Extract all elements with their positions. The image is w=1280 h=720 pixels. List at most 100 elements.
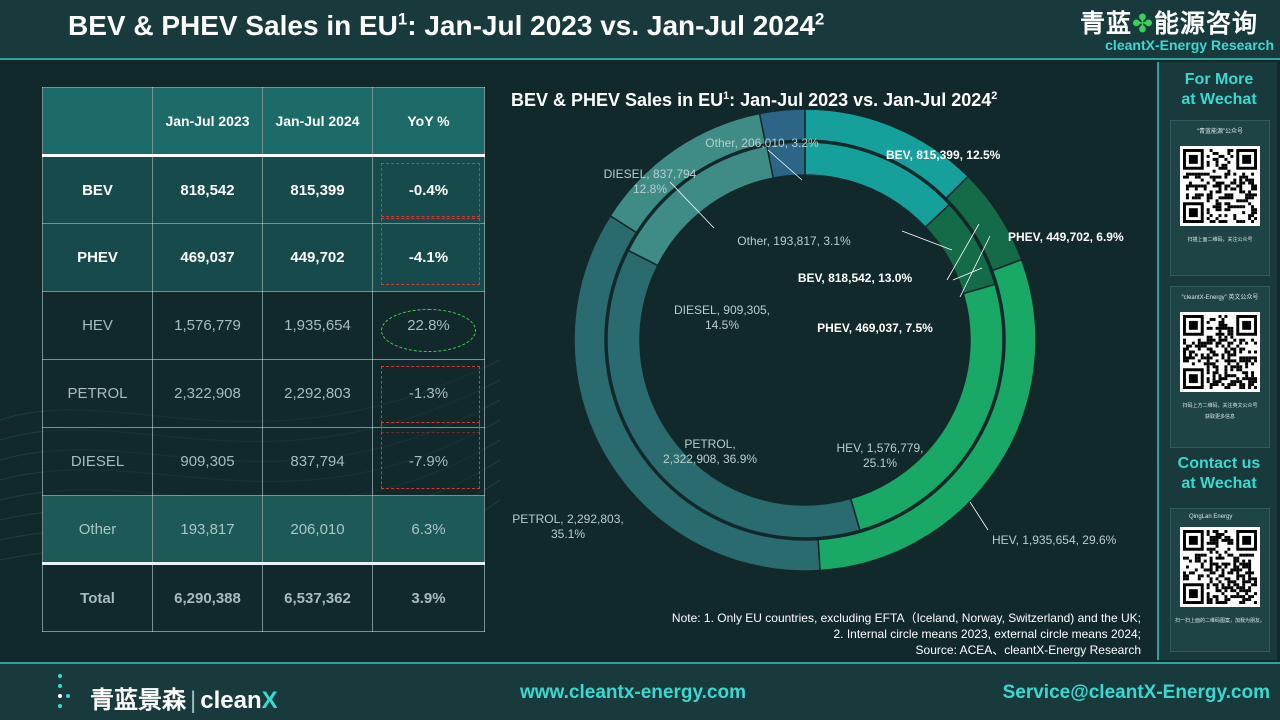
- logo-dots-icon: [58, 674, 70, 708]
- data-label-2024-petrol: PETROL, 2,292,803, 35.1%: [512, 512, 623, 541]
- data-label-2023-bev: BEV, 818,542, 13.0%: [798, 271, 913, 285]
- cell-2023: 1,576,779: [152, 291, 263, 360]
- cell-2024: 2,292,803: [262, 359, 373, 428]
- cell-2023: 6,290,388: [152, 563, 263, 632]
- row-label: BEV: [42, 155, 153, 224]
- footer-logo: 青蓝景森 | cleanX: [90, 687, 278, 714]
- qr-caption: “cleantX-Energy” 英文公众号: [1181, 295, 1259, 301]
- row-label: Other: [42, 495, 153, 564]
- cell-2023: 818,542: [152, 155, 263, 224]
- table-header-cell: Jan-Jul 2023: [152, 87, 263, 156]
- brand-logo-cn: 青蓝✤能源咨询: [1080, 10, 1258, 38]
- cell-2024: 449,702: [262, 223, 373, 292]
- dashed-red-box: [381, 422, 480, 489]
- note-line: Note: 1. Only EU countries, excluding EF…: [671, 611, 1141, 625]
- table-row-total: Total 6,290,388 6,537,362 3.9%: [42, 563, 485, 632]
- data-label-2023-phev: PHEV, 469,037, 7.5%: [817, 321, 933, 335]
- table-row: PETROL 2,322,908 2,292,803 -1.3%: [42, 359, 485, 433]
- qr-subcaption-2: 获取更多信息: [1204, 414, 1235, 420]
- qr-subcaption: 扫描上面二维码，关注公众号: [1187, 237, 1253, 243]
- qr-caption: QingLan Energy: [1189, 514, 1233, 520]
- dashed-red-box: [381, 163, 480, 217]
- row-label: Total: [42, 563, 153, 632]
- header-bar: BEV & PHEV Sales in EU1: Jan-Jul 2023 vs…: [0, 0, 1280, 58]
- row-label: DIESEL: [42, 427, 153, 496]
- leader-line: [669, 181, 715, 229]
- cell-yoy: -7.9%: [372, 422, 485, 496]
- note-line: Source: ACEA、cleantX-Energy Research: [915, 643, 1141, 657]
- data-label-2024-bev: BEV, 815,399, 12.5%: [886, 148, 1001, 162]
- table-header-row: Jan-Jul 2023 Jan-Jul 2024 YoY %: [42, 87, 485, 156]
- cell-2023: 909,305: [152, 427, 263, 496]
- footer-bar: 青蓝景森 | cleanX www.cleantx-energy.com Servi…: [0, 662, 1280, 720]
- donut-slice-2023-other: [766, 141, 806, 179]
- chart-title: BEV & PHEV Sales in EU1: Jan-Jul 2023 vs…: [511, 90, 998, 110]
- leader-line: [901, 230, 953, 251]
- table-header-cell: YoY %: [372, 87, 485, 156]
- cell-yoy: -0.4%: [372, 155, 485, 224]
- cell-2023: 2,322,908: [152, 359, 263, 428]
- data-label-2023-petrol: PETROL, 2,322,908, 36.9%: [663, 437, 757, 466]
- leader-line: [959, 235, 991, 298]
- cell-2023: 193,817: [152, 495, 263, 564]
- cell-2024: 837,794: [262, 427, 373, 496]
- website-link[interactable]: www.cleantx-energy.com: [520, 682, 746, 703]
- cell-yoy: 3.9%: [372, 563, 485, 632]
- qr-card-cn: “青蓝能源”公众号 扫描上面二维码，关注公众号: [1170, 120, 1270, 276]
- leader-line: [969, 501, 989, 531]
- qr-subcaption: 扫一扫上面的二维码图案，加我为朋友。: [1174, 618, 1265, 624]
- table-header-cell: [42, 87, 153, 156]
- dashed-green-ellipse: [381, 309, 476, 352]
- table-row: HEV 1,576,779 1,935,654 22.8%: [42, 291, 485, 360]
- table-row: Other 193,817 206,010 6.3%: [42, 495, 485, 564]
- leader-line: [767, 149, 803, 181]
- qr-code-icon[interactable]: [1180, 146, 1260, 226]
- yoy-value: -7.9%: [408, 453, 449, 470]
- qr-card-en: “cleantX-Energy” 英文公众号 扫码上方二维码，关注英文公众号 获…: [1170, 286, 1270, 448]
- cell-2024: 1,935,654: [262, 291, 373, 360]
- qr-card-contact: QingLan Energy 扫一扫上面的二维码图案，加我为朋友。: [1170, 508, 1270, 652]
- table-row: DIESEL 909,305 837,794 -7.9%: [42, 422, 485, 496]
- cell-2024: 6,537,362: [262, 563, 373, 632]
- row-label: PETROL: [42, 359, 153, 428]
- sales-table: Jan-Jul 2023 Jan-Jul 2024 YoY % BEV 818,…: [42, 87, 485, 632]
- data-label-2024-hev: HEV, 1,935,654, 29.6%: [992, 533, 1117, 547]
- cell-yoy: -1.3%: [372, 359, 485, 433]
- email-link[interactable]: Service@cleantX-Energy.com: [1002, 682, 1270, 703]
- yoy-value: 22.8%: [407, 317, 450, 334]
- leader-line: [952, 267, 983, 281]
- qr-code-icon[interactable]: [1180, 312, 1260, 392]
- wechat-sidebar: For More at Wechat “青蓝能源”公众号 扫描上面二维码，关注公众…: [1157, 62, 1277, 660]
- page-title: BEV & PHEV Sales in EU1: Jan-Jul 2023 vs…: [68, 9, 825, 41]
- data-label-2024-diesel: DIESEL, 837,794 12.8%: [604, 167, 697, 196]
- header-divider: [0, 58, 1280, 60]
- qr-code-icon[interactable]: [1180, 527, 1260, 607]
- data-label-2024-other: Other, 206,010, 3.2%: [705, 136, 819, 150]
- cell-yoy: 22.8%: [372, 291, 485, 360]
- donut-chart: BEV, 818,542, 13.0% PHEV, 469,037, 7.5% HE…: [512, 108, 1124, 572]
- cell-yoy: -4.1%: [372, 218, 485, 292]
- data-label-2023-diesel: DIESEL, 909,305, 14.5%: [674, 303, 770, 332]
- data-label-2023-hev: HEV, 1,576,779, 25.1%: [837, 441, 924, 470]
- yoy-value: -4.1%: [408, 249, 449, 266]
- leader-line: [946, 223, 980, 281]
- cell-2024: 206,010: [262, 495, 373, 564]
- contact-at-wechat-title: Contact us at Wechat: [1177, 455, 1261, 492]
- qr-caption: “青蓝能源”公众号: [1197, 129, 1243, 135]
- chart-notes: Note: 1. Only EU countries, excluding EF…: [560, 610, 1141, 658]
- cell-2024: 815,399: [262, 155, 373, 224]
- table-row: PHEV 469,037 449,702 -4.1%: [42, 218, 485, 292]
- donut-slice-2024-other: [758, 108, 806, 145]
- brand-logo-en: cleantX-Energy Research: [1105, 37, 1274, 53]
- clover-icon: ✤: [1132, 10, 1154, 38]
- table-row: BEV 818,542 815,399 -0.4%: [42, 155, 485, 224]
- data-label-2024-phev: PHEV, 449,702, 6.9%: [1008, 230, 1124, 244]
- cell-2023: 469,037: [152, 223, 263, 292]
- row-label: HEV: [42, 291, 153, 360]
- qr-subcaption: 扫码上方二维码，关注英文公众号: [1182, 403, 1258, 409]
- cell-yoy: 6.3%: [372, 495, 485, 564]
- table-header-cell: Jan-Jul 2024: [262, 87, 373, 156]
- note-line: 2. Internal circle means 2023, external …: [833, 627, 1142, 641]
- row-label: PHEV: [42, 223, 153, 292]
- yoy-value: -1.3%: [408, 385, 449, 402]
